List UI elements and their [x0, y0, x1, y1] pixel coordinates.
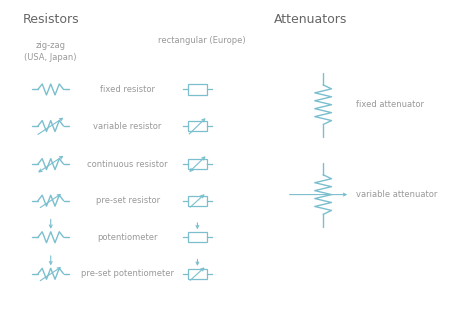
- Text: zig-zag
(USA, Japan): zig-zag (USA, Japan): [25, 41, 77, 62]
- Bar: [188, 85, 207, 95]
- Text: pre-set resistor: pre-set resistor: [95, 196, 160, 205]
- Text: variable attenuator: variable attenuator: [356, 190, 437, 199]
- Bar: [188, 159, 207, 169]
- Bar: [188, 121, 207, 131]
- Text: variable resistor: variable resistor: [93, 121, 162, 131]
- Text: continuous resistor: continuous resistor: [87, 160, 168, 169]
- Bar: [188, 196, 207, 206]
- Bar: [188, 269, 207, 279]
- Bar: [188, 232, 207, 242]
- Text: fixed attenuator: fixed attenuator: [356, 100, 424, 109]
- Text: Attenuators: Attenuators: [274, 13, 347, 26]
- Text: rectangular (Europe): rectangular (Europe): [158, 36, 246, 45]
- Text: pre-set potentiometer: pre-set potentiometer: [81, 269, 174, 278]
- Text: Resistors: Resistors: [23, 13, 80, 26]
- Text: fixed resistor: fixed resistor: [100, 85, 155, 94]
- Text: potentiometer: potentiometer: [97, 233, 158, 242]
